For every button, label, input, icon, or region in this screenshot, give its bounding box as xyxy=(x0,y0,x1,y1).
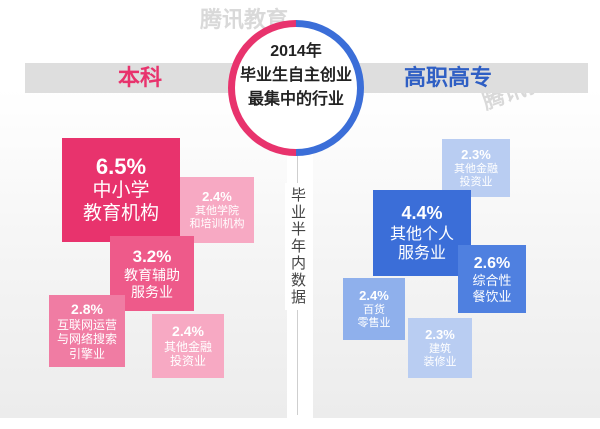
left-item-other-colleges-training: 2.4% 其他学院 和培训机构 xyxy=(180,177,254,243)
left-header-bar xyxy=(25,63,257,93)
right-item-percent: 4.4% xyxy=(401,203,443,224)
left-item-label: 中小学 教育机构 xyxy=(82,180,159,225)
left-item-label: 互联网运营 与网络搜索 引擎业 xyxy=(56,317,117,361)
right-item-percent: 2.6% xyxy=(473,254,511,272)
title-line-2: 毕业生自主创业 xyxy=(239,67,352,84)
right-item-label: 建筑 装修业 xyxy=(423,342,457,368)
left-item-percent: 3.2% xyxy=(132,246,172,266)
left-item-percent: 2.8% xyxy=(71,301,103,318)
left-item-percent: 2.4% xyxy=(172,323,204,340)
right-item-label: 其他个人 服务业 xyxy=(389,225,454,262)
left-item-label: 教育辅助 服务业 xyxy=(124,266,180,300)
left-item-percent: 6.5% xyxy=(95,154,147,179)
center-vertical-label: 毕业半年内数据 xyxy=(285,183,309,310)
right-header-title: 高职高专 xyxy=(403,65,492,90)
title-line-3: 最集中的行业 xyxy=(247,91,344,108)
left-header-title: 本科 xyxy=(117,65,162,90)
left-item-label: 其他学院 和培训机构 xyxy=(189,204,245,230)
right-item-percent: 2.3% xyxy=(461,147,491,163)
left-item-primary-secondary-education: 6.5% 中小学 教育机构 xyxy=(62,138,180,242)
left-item-label: 其他金融 投资业 xyxy=(163,340,212,369)
title-text: 2014年 毕业生自主创业 最集中的行业 xyxy=(236,40,356,112)
left-item-internet-search-engine: 2.8% 互联网运营 与网络搜索 引擎业 xyxy=(49,295,125,367)
right-header-bar xyxy=(338,63,588,93)
right-item-percent: 2.3% xyxy=(425,327,455,343)
left-item-percent: 2.4% xyxy=(202,189,232,205)
right-item-label: 百货 零售业 xyxy=(357,303,391,329)
right-item-label: 其他金融 投资业 xyxy=(454,162,498,188)
right-item-label: 综合性 餐饮业 xyxy=(472,273,512,304)
title-line-1: 2014年 xyxy=(270,43,322,60)
right-item-other-finance-investment: 2.3% 其他金融 投资业 xyxy=(442,139,510,197)
right-item-other-personal-services: 4.4% 其他个人 服务业 xyxy=(373,190,471,276)
left-item-other-finance-investment: 2.4% 其他金融 投资业 xyxy=(152,314,224,378)
right-item-comprehensive-catering: 2.6% 综合性 餐饮业 xyxy=(458,245,526,313)
right-item-construction-decoration: 2.3% 建筑 装修业 xyxy=(408,318,472,378)
right-item-percent: 2.4% xyxy=(359,288,389,304)
right-item-department-store-retail: 2.4% 百货 零售业 xyxy=(343,278,405,340)
